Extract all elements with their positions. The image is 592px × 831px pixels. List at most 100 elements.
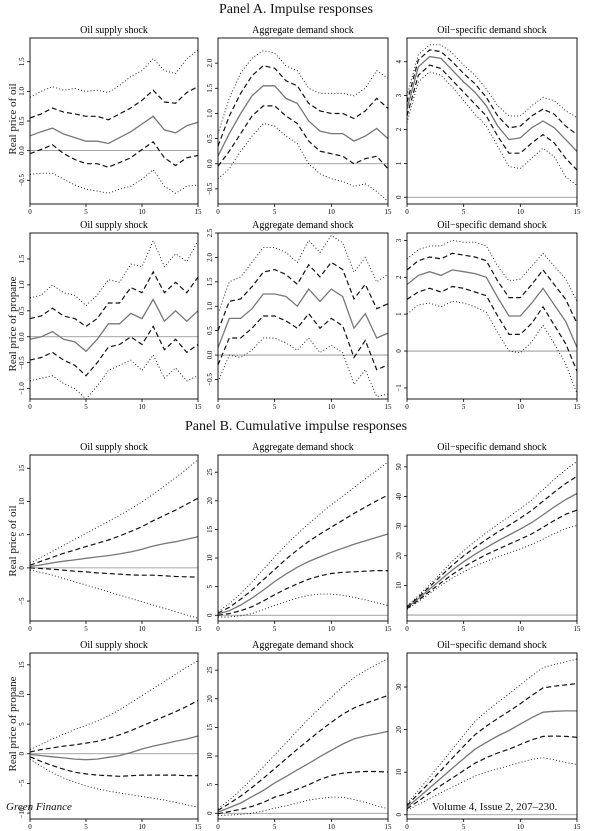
- plot-frame: [406, 232, 578, 400]
- series-outer-lower: [217, 796, 389, 817]
- y-tick-label: −0.5: [206, 182, 214, 195]
- y-tick-label: 0: [206, 811, 214, 815]
- x-tick-label: 10: [517, 403, 525, 411]
- y-tick-label: 10: [206, 554, 214, 562]
- x-tick-label: 15: [574, 823, 582, 831]
- series-inner-lower: [406, 285, 578, 372]
- chart-5: Aggregate demand shock 0 5 10 15 −0.5 0.0 0.5 1.…: [206, 220, 392, 411]
- panel-b-title: Panel B. Cumulative impulse responses: [184, 419, 408, 434]
- chart-8: Aggregate demand shock 0 5 10 15 0 5 10 15 20 25: [206, 442, 392, 633]
- y-tick-label: −5: [18, 597, 26, 605]
- chart-title: Aggregate demand shock: [252, 220, 354, 231]
- y-tick-label: 20: [206, 497, 214, 505]
- y-tick-label: 0.5: [206, 134, 214, 143]
- series-estimate: [29, 735, 199, 761]
- x-tick-label: 15: [574, 403, 582, 411]
- series-estimate: [217, 533, 389, 615]
- x-tick-label: 0: [405, 403, 409, 411]
- y-tick-label: 30: [395, 683, 403, 691]
- series-inner-upper: [406, 49, 578, 136]
- x-tick-label: 10: [139, 823, 147, 831]
- series-estimate: [406, 492, 578, 609]
- x-tick-label: 15: [195, 208, 203, 216]
- y-tick-label: 3: [395, 238, 403, 242]
- chart-title: Aggregate demand shock: [252, 25, 354, 36]
- series-outer-lower: [406, 300, 578, 394]
- y-tick-label: 2: [395, 127, 403, 131]
- series-estimate: [29, 298, 199, 353]
- x-tick-label: 15: [385, 823, 393, 831]
- series-estimate: [406, 55, 578, 152]
- x-tick-label: 0: [216, 823, 220, 831]
- y-tick-label: 0: [395, 812, 403, 816]
- plot-frame: [406, 652, 578, 820]
- series-inner-upper: [29, 699, 199, 753]
- y-tick-label: −1: [395, 384, 403, 392]
- series-inner-lower: [29, 567, 199, 578]
- series-inner-lower: [29, 325, 199, 377]
- x-tick-label: 10: [517, 823, 525, 831]
- chart-title: Aggregate demand shock: [252, 640, 354, 651]
- plot-frame: [217, 652, 389, 820]
- y-tick-label: 10: [18, 497, 26, 505]
- y-tick-label: 0: [395, 195, 403, 199]
- series-inner-upper: [406, 683, 578, 806]
- series-outer-lower: [406, 525, 578, 610]
- x-tick-label: 5: [273, 823, 277, 831]
- y-tick-label: 2.0: [206, 58, 214, 67]
- series-outer-lower: [218, 593, 389, 618]
- series-inner-lower: [217, 105, 389, 170]
- plot-frame: [406, 37, 578, 205]
- y-tick-label: −0.5: [18, 356, 26, 369]
- journal-name: Green Finance: [6, 801, 72, 813]
- series-outer-upper: [217, 50, 389, 134]
- x-tick-label: 15: [195, 403, 203, 411]
- plot-frame: [217, 232, 389, 400]
- x-tick-label: 10: [328, 208, 336, 216]
- series-outer-upper: [29, 239, 199, 307]
- x-tick-label: 5: [462, 625, 466, 633]
- x-tick-label: 15: [385, 625, 393, 633]
- y-tick-label: 5: [206, 584, 214, 588]
- series-outer-upper: [217, 658, 389, 810]
- y-tick-label: 15: [18, 661, 26, 669]
- y-tick-label: 20: [395, 726, 403, 734]
- chart-11: Aggregate demand shock 0 5 10 15 0 5 10 15 20 25: [206, 640, 392, 831]
- x-tick-label: 0: [28, 625, 32, 633]
- y-tick-label: 20: [206, 695, 214, 703]
- series-estimate: [406, 710, 577, 808]
- plot-frame: [29, 652, 199, 820]
- chart-title: Oil−specific demand shock: [437, 220, 547, 231]
- y-tick-label: 5: [18, 532, 26, 536]
- y-tick-label: 1.0: [18, 86, 26, 95]
- y-tick-label: 2.5: [206, 228, 214, 237]
- chart-9: Oil−specific demand shock 0 5 10 15 10 20 30 40 5…: [395, 442, 581, 633]
- series-outer-upper: [406, 461, 578, 607]
- series-outer-upper: [217, 461, 389, 612]
- chart-1: Oil supply shock 0 5 10 15 −0.5 0.0 0.5 1.0 1.5: [18, 25, 202, 216]
- series-inner-upper: [217, 494, 389, 614]
- x-tick-label: 10: [517, 625, 525, 633]
- series-inner-upper: [29, 497, 199, 566]
- x-tick-label: 0: [28, 823, 32, 831]
- x-tick-label: 15: [385, 208, 393, 216]
- y-tick-label: 0: [18, 752, 26, 756]
- series-inner-upper: [217, 65, 389, 147]
- chart-7: Oil supply shock 0 5 10 15 −5 0 5 10 15: [18, 442, 202, 633]
- x-tick-label: 15: [195, 625, 203, 633]
- y-tick-label: 1.5: [18, 254, 26, 263]
- series-inner-upper: [406, 475, 578, 608]
- y-tick-label: 0.5: [18, 116, 26, 125]
- x-tick-label: 0: [405, 625, 409, 633]
- x-tick-label: 10: [139, 625, 147, 633]
- x-tick-label: 15: [574, 625, 582, 633]
- y-tick-label: 40: [395, 493, 403, 501]
- series-outer-upper: [406, 658, 578, 804]
- chart-title: Oil supply shock: [80, 442, 148, 453]
- series-inner-lower: [406, 735, 578, 810]
- y-tick-label: 5: [18, 722, 26, 726]
- x-tick-label: 15: [385, 403, 393, 411]
- y-tick-label: 0.5: [206, 326, 214, 335]
- series-outer-lower: [406, 757, 578, 811]
